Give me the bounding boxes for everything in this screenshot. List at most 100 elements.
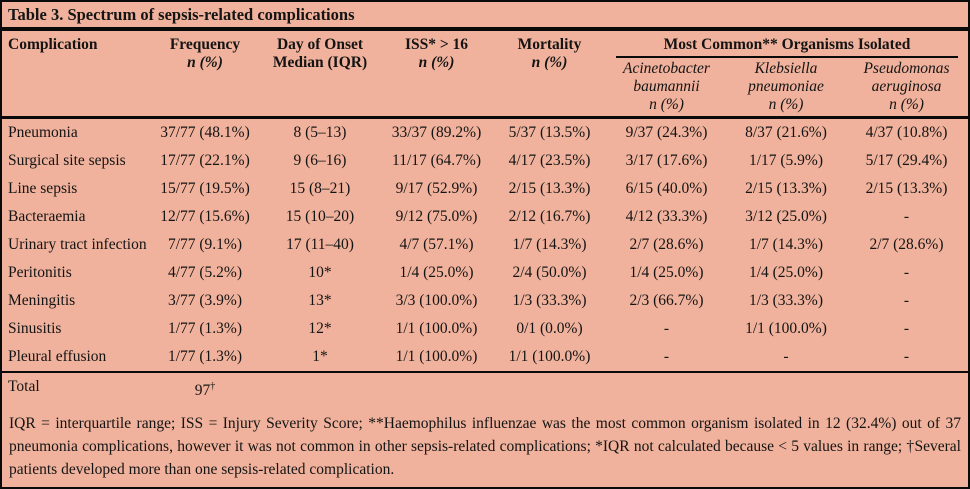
value-cell: 4/7 (57.1%) [399, 236, 474, 253]
value-cell: 10* [308, 264, 332, 281]
total-row: Total 97† [2, 370, 968, 404]
value-cell: 1/77 (1.3%) [167, 348, 243, 365]
col-header-sub: Median (IQR) [272, 54, 368, 71]
complication-cell: Bacteraemia [8, 208, 86, 225]
value-cell: 5/17 (29.4%) [865, 152, 948, 169]
value-cell: 2/7 (28.6%) [629, 236, 704, 253]
complication-cell: Surgical site sepsis [8, 152, 126, 169]
col-header-pseudomonas: Pseudomonas aeruginosa n (%) [845, 58, 968, 119]
table-body: Pneumonia 37/77 (48.1%) 8 (5–13) 33/37 (89.… [2, 118, 968, 373]
col-header-label: ISS* > 16 [404, 36, 469, 53]
organism-name: Klebsiella pneumoniae [748, 60, 824, 95]
table-row: Meningitis 3/77 (3.9%) 13* 3/3 (100.0%) 1/3 … [2, 287, 968, 315]
table-row: Peritonitis 4/77 (5.2%) 10* 1/4 (25.0%) 2/4 … [2, 259, 968, 287]
value-cell: 33/37 (89.2%) [391, 124, 482, 141]
value-cell: - [663, 320, 670, 337]
value-cell: 4/37 (10.8%) [865, 124, 948, 141]
value-cell: 2/15 (13.3%) [865, 180, 948, 197]
value-cell: 2/15 (13.3%) [508, 180, 591, 197]
value-cell: 2/3 (66.7%) [629, 292, 704, 309]
header-row-organisms: Acinetobacter baumannii n (%) Klebsiella… [2, 58, 968, 119]
value-cell: - [903, 264, 910, 281]
value-cell: 1/1 (100.0%) [508, 348, 591, 365]
col-header-complication: Complication [2, 31, 150, 119]
col-header-sub: n (%) [889, 96, 924, 113]
total-value-cell: 97† [150, 370, 260, 404]
value-cell: 15 (10–20) [285, 208, 355, 225]
value-cell: 15 (8–21) [289, 180, 351, 197]
table-row: Pneumonia 37/77 (48.1%) 8 (5–13) 33/37 (89.… [2, 118, 968, 148]
value-cell: 1/7 (14.3%) [512, 236, 587, 253]
value-cell: 2/12 (16.7%) [508, 208, 591, 225]
value-cell: 4/17 (23.5%) [508, 152, 591, 169]
value-cell: - [903, 292, 910, 309]
value-cell: 3/3 (100.0%) [395, 292, 478, 309]
value-cell: 1/3 (33.3%) [748, 292, 824, 309]
value-cell: 2/15 (13.3%) [745, 180, 827, 197]
col-header-sub: n (%) [649, 96, 684, 113]
value-cell: 1/4 (25.0%) [748, 264, 824, 281]
value-cell: 15/77 (19.5%) [160, 180, 250, 197]
value-cell: 8/37 (21.6%) [745, 124, 827, 141]
complication-cell: Pleural effusion [8, 348, 107, 365]
total-empty-cell [260, 370, 968, 404]
complication-cell: Sinusitis [8, 320, 62, 337]
value-cell: 3/12 (25.0%) [745, 208, 827, 225]
complication-cell: Line sepsis [8, 180, 78, 197]
value-cell: 3/17 (17.6%) [625, 152, 708, 169]
value-cell: 4/12 (33.3%) [625, 208, 708, 225]
col-header-label: Frequency [169, 36, 241, 53]
value-cell: 3/77 (3.9%) [167, 292, 243, 309]
col-header-sub: n (%) [531, 54, 568, 71]
value-cell: 1/1 (100.0%) [395, 320, 478, 337]
col-header-iss: ISS* > 16 n (%) [380, 31, 493, 119]
organism-name: Acinetobacter baumannii [623, 60, 710, 95]
value-cell: 1/7 (14.3%) [748, 236, 824, 253]
complication-cell: Peritonitis [8, 264, 72, 281]
value-cell: - [903, 320, 910, 337]
table-row: Line sepsis 15/77 (19.5%) 15 (8–21) 9/17 (5… [2, 175, 968, 203]
value-cell: 0/1 (0.0%) [516, 320, 583, 337]
value-cell: 9/17 (52.9%) [395, 180, 478, 197]
table-row: Bacteraemia 12/77 (15.6%) 15 (10–20) 9/12 (… [2, 203, 968, 231]
value-cell: 1/4 (25.0%) [629, 264, 704, 281]
value-cell: 1/3 (33.3%) [512, 292, 587, 309]
table-title: Table 3. Spectrum of sepsis-related comp… [2, 2, 968, 31]
total-value: 97 [194, 382, 211, 400]
complication-cell: Meningitis [8, 292, 76, 309]
value-cell: 4/77 (5.2%) [167, 264, 243, 281]
value-cell: 13* [308, 292, 332, 309]
header-row-main: Complication Frequency n (%) Day of Onse… [2, 31, 968, 119]
dagger-mark: † [210, 381, 216, 392]
value-cell: 1/17 (5.9%) [748, 152, 824, 169]
value-cell: 12/77 (15.6%) [160, 208, 250, 225]
col-header-acinetobacter: Acinetobacter baumannii n (%) [606, 58, 727, 119]
col-header-label: Complication [8, 36, 98, 53]
value-cell: 2/7 (28.6%) [869, 236, 944, 253]
col-header-klebsiella: Klebsiella pneumoniae n (%) [727, 58, 845, 119]
value-cell: 9/37 (24.3%) [625, 124, 708, 141]
value-cell: 11/17 (64.7%) [392, 152, 481, 169]
col-header-day-of-onset: Day of Onset Median (IQR) [260, 31, 380, 119]
value-cell: 17/77 (22.1%) [160, 152, 250, 169]
value-cell: 1/1 (100.0%) [745, 320, 827, 337]
value-cell: 8 (5–13) [293, 124, 347, 141]
value-cell: 1/4 (25.0%) [399, 264, 474, 281]
organism-name: Pseudomonas aeruginosa [863, 60, 950, 95]
total-label: Total [2, 370, 150, 404]
table-row: Pleural effusion 1/77 (1.3%) 1* 1/1 (100.0%… [2, 343, 968, 372]
col-header-group-organisms: Most Common** Organisms Isolated [606, 31, 968, 58]
col-header-frequency: Frequency n (%) [150, 31, 260, 119]
value-cell: 1/77 (1.3%) [167, 320, 243, 337]
value-cell: - [663, 348, 670, 365]
col-header-label: Mortality [517, 36, 582, 53]
col-header-label: Day of Onset [276, 36, 364, 53]
value-cell: 2/4 (50.0%) [512, 264, 587, 281]
complication-cell: Pneumonia [8, 124, 78, 141]
col-header-sub: n (%) [418, 54, 455, 71]
value-cell: - [903, 208, 910, 225]
col-header-sub: n (%) [187, 54, 223, 71]
value-cell: 9/12 (75.0%) [395, 208, 478, 225]
table-row: Urinary tract infection 7/77 (9.1%) 17 (11… [2, 231, 968, 259]
